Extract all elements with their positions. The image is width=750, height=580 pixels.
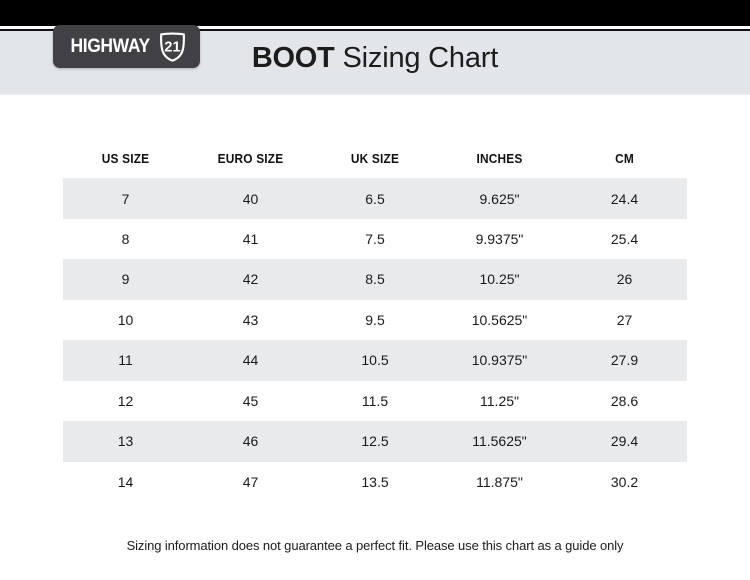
page-title: BOOT Sizing Chart bbox=[0, 42, 750, 75]
cell-cm: 28.6 bbox=[562, 380, 687, 421]
page-title-bold: BOOT bbox=[251, 42, 335, 74]
top-black-bar bbox=[0, 0, 750, 26]
cell-euro-size: 41 bbox=[188, 218, 313, 259]
cell-euro-size: 44 bbox=[188, 340, 313, 381]
cell-uk-size: 10.5 bbox=[313, 340, 437, 381]
cell-cm: 24.4 bbox=[562, 178, 687, 219]
cell-us-size: 9 bbox=[63, 259, 188, 300]
cell-us-size: 14 bbox=[63, 461, 188, 502]
table-row: 14 47 13.5 11.875" 30.2 bbox=[63, 461, 687, 502]
cell-inches: 10.5625" bbox=[437, 299, 562, 340]
table-header-row: US SIZE EURO SIZE UK SIZE INCHES CM bbox=[63, 140, 687, 179]
column-header-euro-size: EURO SIZE bbox=[191, 140, 310, 179]
column-header-us-size: US SIZE bbox=[66, 140, 185, 179]
cell-euro-size: 45 bbox=[188, 380, 313, 421]
cell-us-size: 12 bbox=[63, 380, 188, 421]
cell-inches: 11.875" bbox=[437, 461, 562, 502]
header-band-edge bbox=[0, 93, 750, 95]
cell-us-size: 8 bbox=[63, 218, 188, 259]
table-row: 7 40 6.5 9.625" 24.4 bbox=[63, 178, 687, 219]
table-row: 13 46 12.5 11.5625" 29.4 bbox=[63, 421, 687, 462]
table-row: 10 43 9.5 10.5625" 27 bbox=[63, 299, 687, 340]
cell-uk-size: 9.5 bbox=[313, 299, 437, 340]
cell-cm: 25.4 bbox=[562, 218, 687, 259]
sizing-table: US SIZE EURO SIZE UK SIZE INCHES CM 7 40… bbox=[63, 140, 687, 502]
page-title-light: Sizing Chart bbox=[342, 42, 499, 74]
highway21-logo: HIGHWAY 21 bbox=[53, 25, 200, 68]
top-bar-gap bbox=[0, 26, 750, 29]
cell-euro-size: 42 bbox=[188, 259, 313, 300]
cell-cm: 30.2 bbox=[562, 461, 687, 502]
footer-disclaimer: Sizing information does not guarantee a … bbox=[126, 538, 624, 553]
cell-inches: 11.25" bbox=[437, 380, 562, 421]
cell-inches: 10.25" bbox=[437, 259, 562, 300]
table-row: 11 44 10.5 10.9375" 27.9 bbox=[63, 340, 687, 381]
cell-us-size: 11 bbox=[63, 340, 188, 381]
logo-wordmark: HIGHWAY bbox=[70, 36, 150, 57]
svg-text:21: 21 bbox=[165, 39, 181, 55]
table-header: US SIZE EURO SIZE UK SIZE INCHES CM bbox=[63, 140, 687, 179]
cell-inches: 9.9375" bbox=[437, 218, 562, 259]
column-header-inches: INCHES bbox=[440, 140, 559, 179]
cell-euro-size: 40 bbox=[188, 178, 313, 219]
cell-uk-size: 12.5 bbox=[313, 421, 437, 462]
column-header-cm: CM bbox=[565, 140, 684, 179]
table-row: 8 41 7.5 9.9375" 25.4 bbox=[63, 218, 687, 259]
cell-cm: 27.9 bbox=[562, 340, 687, 381]
table-row: 12 45 11.5 11.25" 28.6 bbox=[63, 380, 687, 421]
column-header-uk-size: UK SIZE bbox=[316, 140, 434, 179]
cell-uk-size: 13.5 bbox=[313, 461, 437, 502]
cell-us-size: 10 bbox=[63, 299, 188, 340]
cell-uk-size: 6.5 bbox=[313, 178, 437, 219]
cell-inches: 11.5625" bbox=[437, 421, 562, 462]
cell-us-size: 13 bbox=[63, 421, 188, 462]
cell-uk-size: 11.5 bbox=[313, 380, 437, 421]
table-body: 7 40 6.5 9.625" 24.4 8 41 7.5 9.9375" 25… bbox=[63, 178, 687, 502]
cell-inches: 10.9375" bbox=[437, 340, 562, 381]
cell-euro-size: 47 bbox=[188, 461, 313, 502]
cell-cm: 27 bbox=[562, 299, 687, 340]
shield-icon: 21 bbox=[159, 32, 186, 62]
cell-uk-size: 7.5 bbox=[313, 218, 437, 259]
page-title-space bbox=[334, 42, 342, 74]
cell-inches: 9.625" bbox=[437, 178, 562, 219]
table-row: 9 42 8.5 10.25" 26 bbox=[63, 259, 687, 300]
cell-cm: 26 bbox=[562, 259, 687, 300]
cell-euro-size: 43 bbox=[188, 299, 313, 340]
sizing-table-wrapper: US SIZE EURO SIZE UK SIZE INCHES CM 7 40… bbox=[63, 140, 687, 502]
top-bar-rule bbox=[0, 29, 750, 31]
cell-us-size: 7 bbox=[63, 178, 188, 219]
cell-uk-size: 8.5 bbox=[313, 259, 437, 300]
cell-euro-size: 46 bbox=[188, 421, 313, 462]
cell-cm: 29.4 bbox=[562, 421, 687, 462]
